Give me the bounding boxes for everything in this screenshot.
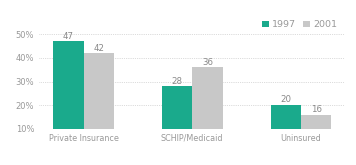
Bar [162,86,192,152]
Text: 16: 16 [311,105,322,114]
Text: 36: 36 [202,58,213,67]
Text: 42: 42 [93,44,104,53]
Legend: 1997, 2001: 1997, 2001 [258,17,341,33]
Bar [271,105,301,152]
Bar [84,53,114,152]
Bar [192,67,223,152]
Bar [53,41,84,152]
Bar [301,115,331,152]
Text: 20: 20 [280,95,291,104]
Text: 47: 47 [63,32,74,41]
Text: 28: 28 [172,77,183,86]
